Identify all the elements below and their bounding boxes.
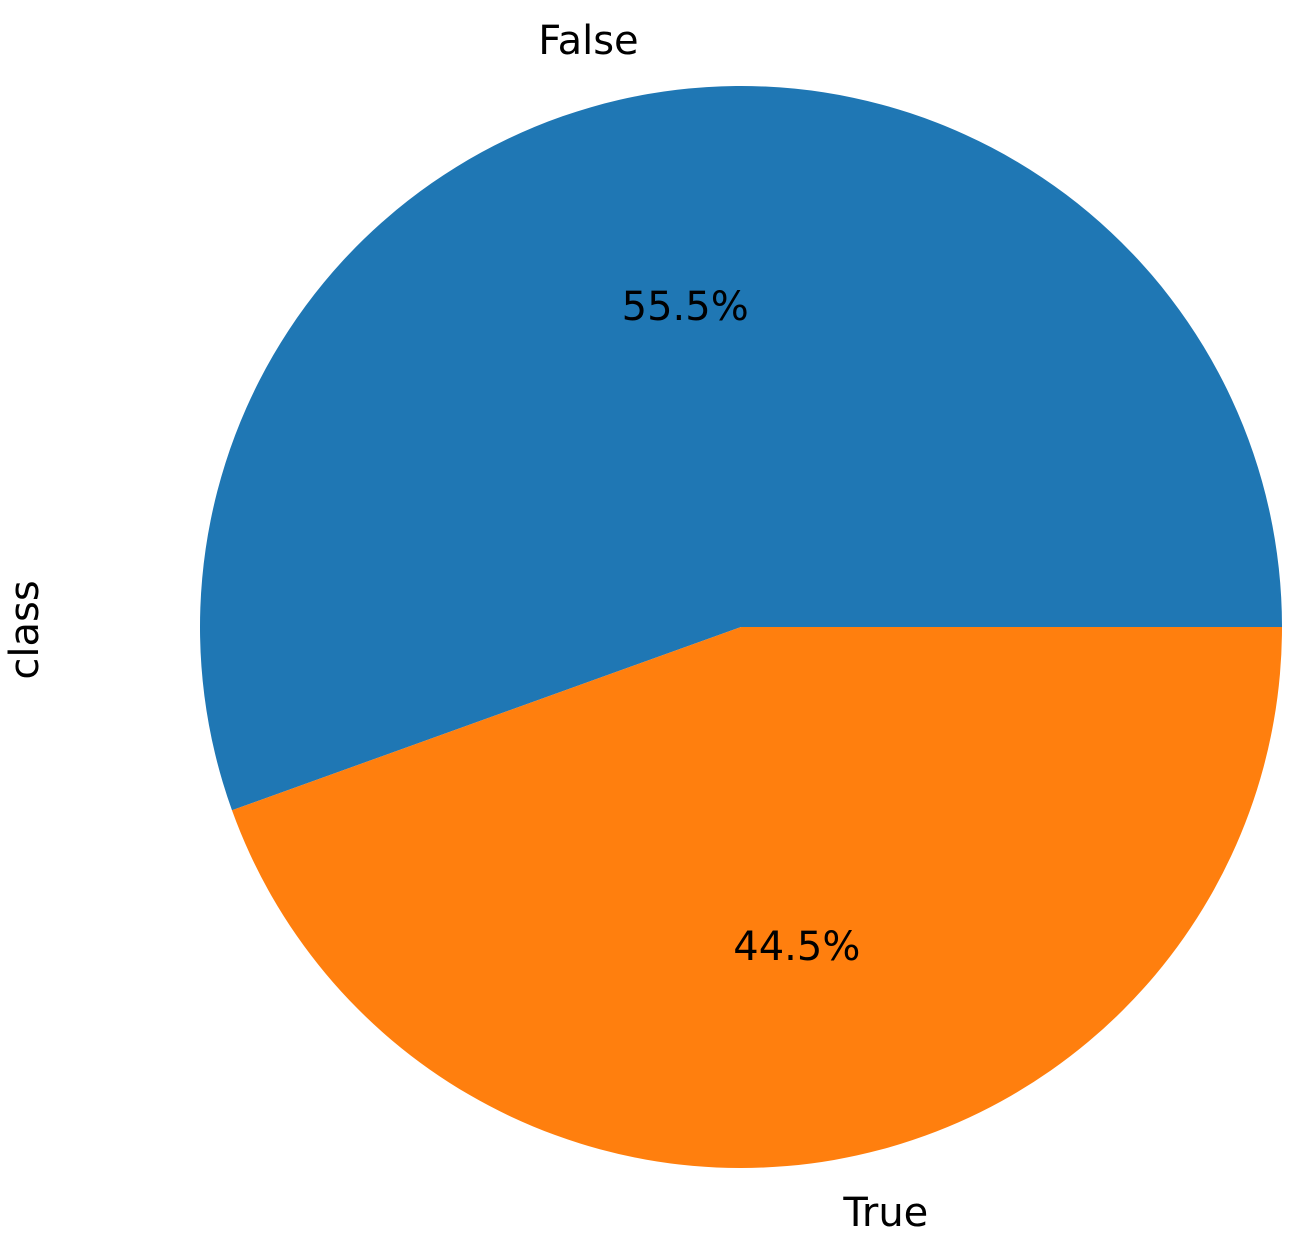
y-axis-label: class (2, 580, 48, 679)
pie-labels: False 55.5% True 44.5% (538, 18, 928, 1236)
slice-percent-false: 55.5% (622, 284, 749, 330)
slice-label-false: False (538, 18, 638, 64)
pie-wedges (200, 86, 1283, 1168)
slice-label-true: True (842, 1190, 928, 1236)
pie-slice-true (231, 627, 1282, 1168)
slice-percent-true: 44.5% (733, 924, 860, 970)
pie-slice-false (200, 86, 1283, 811)
